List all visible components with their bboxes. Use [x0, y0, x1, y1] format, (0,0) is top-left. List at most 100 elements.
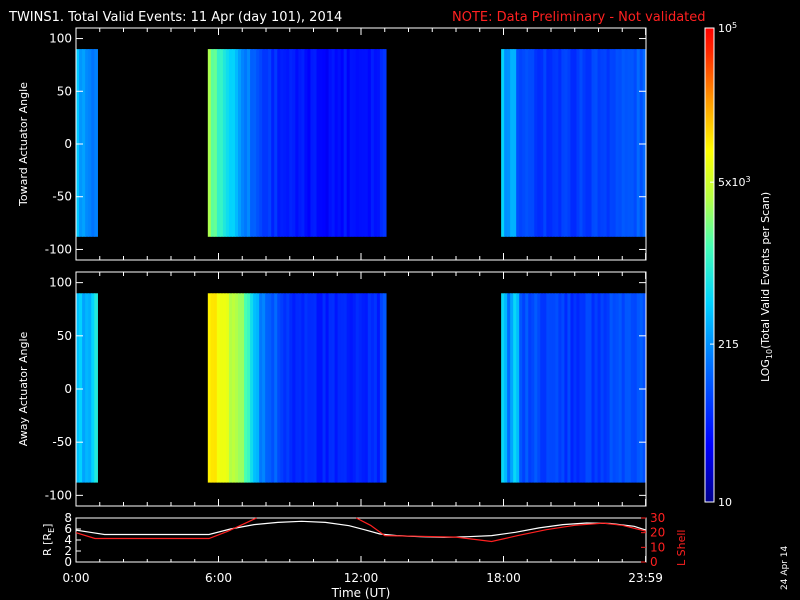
heatmap-cell	[597, 293, 602, 483]
heatmap-cell	[283, 293, 287, 483]
heatmap-cell	[370, 293, 375, 483]
heatmap-cell	[555, 293, 559, 483]
heatmap-cell	[247, 49, 251, 237]
heatmap-cell	[222, 293, 227, 483]
heatmap-cell	[210, 49, 215, 237]
heatmap-cell	[555, 49, 559, 237]
heatmap-cell	[225, 293, 230, 483]
orbit-left-tick-label: 2	[64, 544, 72, 558]
heatmap-cell	[244, 49, 248, 237]
heatmap-cell	[85, 49, 89, 237]
heatmap-cell	[292, 293, 296, 483]
heatmap-cell	[621, 293, 626, 483]
x-tick-label: 6:00	[205, 571, 232, 585]
orbit-right-tick-label: 20	[650, 526, 665, 540]
heatmap-cell	[636, 293, 641, 483]
heatmap-cell	[313, 49, 318, 237]
orbit-left-tick-label: 8	[64, 511, 72, 525]
heatmap-cell	[355, 293, 360, 483]
heatmap-cell	[507, 293, 511, 483]
panel-away-segment-0	[76, 293, 98, 483]
orbit-series-0	[75, 520, 647, 538]
heatmap-cell	[594, 49, 599, 237]
preliminary-note: NOTE: Data Preliminary - Not validated	[452, 10, 706, 25]
heatmap-cell	[507, 49, 511, 237]
orbit-right-tick-label: 0	[650, 555, 658, 569]
heatmap-cell	[352, 49, 357, 237]
heatmap-cell	[382, 293, 387, 483]
heatmap-cell	[519, 293, 523, 483]
heatmap-cell	[504, 49, 508, 237]
x-axis-label: Time (UT)	[331, 586, 391, 600]
heatmap-cell	[546, 293, 550, 483]
colorbar-label-rest: (Total Valid Events per Scan)	[759, 192, 772, 349]
heatmap-cell	[283, 49, 287, 237]
orbit-series-1	[75, 517, 257, 540]
heatmap-cell	[588, 293, 593, 483]
heatmap-cell	[570, 293, 575, 483]
colorbar-tick-label: 215	[718, 338, 739, 351]
heatmap-cell	[316, 293, 321, 483]
heatmap-cell	[85, 293, 89, 483]
heatmap-cell	[343, 293, 348, 483]
heatmap-cell	[528, 49, 532, 237]
heatmap-cell	[94, 293, 98, 483]
heatmap-cell	[579, 49, 584, 237]
heatmap-cell	[337, 293, 342, 483]
heatmap-cell	[94, 49, 98, 237]
y-tick-label: -100	[45, 242, 72, 256]
heatmap-cell	[627, 293, 632, 483]
heatmap-cell	[567, 49, 572, 237]
heatmap-cell	[286, 293, 290, 483]
heatmap-cell	[367, 49, 372, 237]
heatmap-cell	[310, 49, 315, 237]
heatmap-cell	[642, 49, 647, 237]
heatmap-cell	[304, 293, 309, 483]
heatmap-cell	[340, 49, 345, 237]
heatmap-cell	[534, 49, 538, 237]
heatmap-cell	[277, 293, 281, 483]
heatmap-cell	[618, 293, 623, 483]
heatmap-cell	[79, 293, 83, 483]
heatmap-cell	[76, 49, 80, 237]
heatmap-cell	[364, 293, 369, 483]
colorbar-label-sub: 10	[765, 349, 774, 359]
heatmap-cell	[639, 293, 644, 483]
panel-toward-segment-0	[76, 49, 98, 237]
heatmap-cell	[231, 293, 236, 483]
heatmap-cell	[567, 293, 572, 483]
heatmap-cell	[361, 293, 366, 483]
heatmap-cell	[301, 49, 306, 237]
heatmap-cell	[510, 49, 514, 237]
heatmap-cell	[331, 293, 336, 483]
heatmap-cell	[346, 293, 351, 483]
orbit-left-ylabel-main: R [R	[41, 533, 54, 556]
orbit-left-tick-label: 0	[64, 555, 72, 569]
orbit-left-ylabel: R [RE]	[41, 524, 56, 556]
heatmap-cell	[310, 293, 315, 483]
heatmap-cell	[265, 49, 269, 237]
orbit-right-tick-label: 30	[650, 511, 665, 525]
heatmap-cell	[376, 293, 381, 483]
x-tick-label: 0:00	[63, 571, 90, 585]
heatmap-cell	[585, 49, 590, 237]
heatmap-cell	[222, 49, 227, 237]
heatmap-cell	[219, 293, 224, 483]
heatmap-cell	[328, 293, 333, 483]
heatmap-cell	[256, 293, 260, 483]
heatmap-cell	[591, 49, 596, 237]
heatmap-cell	[331, 49, 336, 237]
heatmap-cell	[289, 49, 293, 237]
heatmap-cell	[271, 293, 275, 483]
x-tick-label: 18:00	[486, 571, 521, 585]
heatmap-cell	[295, 293, 299, 483]
heatmap-cell	[504, 293, 508, 483]
heatmap-cell	[573, 293, 578, 483]
heatmap-cell	[313, 293, 318, 483]
heatmap-cell	[564, 49, 569, 237]
heatmap-cell	[292, 49, 296, 237]
heatmap-cell	[501, 49, 505, 237]
heatmap-cell	[588, 49, 593, 237]
